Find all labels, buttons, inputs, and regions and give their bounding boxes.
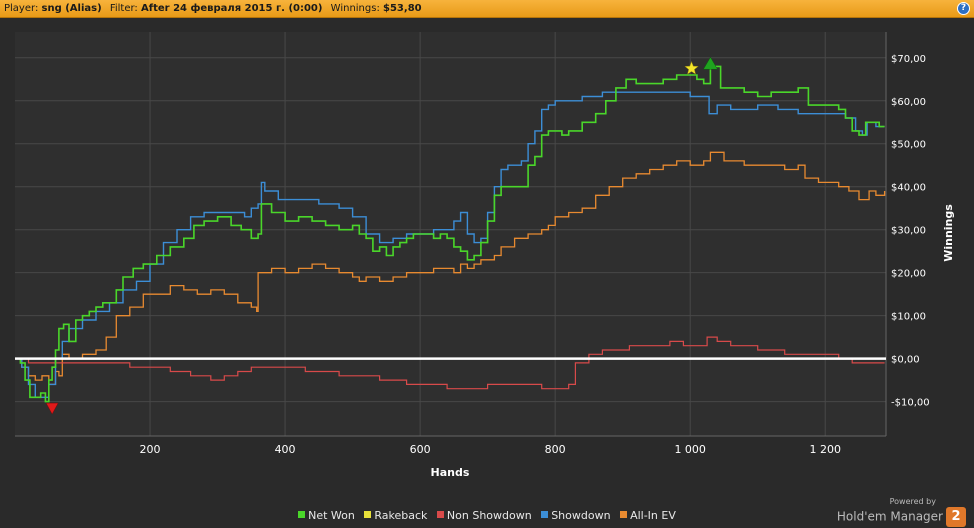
- x-tick-label: 1 200: [809, 443, 841, 456]
- x-tick-label: 400: [275, 443, 296, 456]
- x-tick-label: 200: [140, 443, 161, 456]
- series-line-net-won: [15, 65, 885, 403]
- series-line-non-showdown: [15, 336, 885, 390]
- player-value: sng (Alias): [41, 3, 102, 14]
- product-name: Hold'em Manager: [836, 509, 943, 524]
- help-icon[interactable]: ?: [957, 2, 970, 15]
- y-tick-label: $0,00: [891, 355, 920, 366]
- y-tick-label: $60,00: [891, 97, 926, 108]
- legend-label: Non Showdown: [446, 509, 532, 522]
- powered-by-text: Powered by: [889, 497, 936, 506]
- legend-item-all-in-ev[interactable]: All-In EV: [620, 509, 676, 522]
- y-tick-label: $70,00: [891, 54, 926, 65]
- y-tick-label: $50,00: [891, 140, 926, 151]
- winnings-value: $53,80: [383, 3, 422, 14]
- min-marker-triangle: [45, 402, 59, 415]
- x-tick-label: 600: [410, 443, 431, 456]
- version-badge: 2: [946, 506, 966, 527]
- legend-swatch: [620, 511, 628, 518]
- legend: Net Won Rakeback Non Showdown Showdown A…: [0, 509, 974, 522]
- series-lines: [15, 65, 886, 403]
- legend-label: Rakeback: [374, 509, 428, 522]
- series-line-all-in-ev: [15, 151, 886, 386]
- y-tick-label: -$10,00: [891, 398, 930, 409]
- legend-item-net-won[interactable]: Net Won: [298, 509, 355, 522]
- legend-swatch: [298, 511, 306, 518]
- y-axis-label: Winnings: [942, 204, 955, 262]
- legend-swatch: [541, 511, 549, 518]
- x-axis-label: Hands: [431, 466, 470, 479]
- legend-item-rakeback[interactable]: Rakeback: [364, 509, 427, 522]
- legend-item-non-showdown[interactable]: Non Showdown: [436, 509, 532, 522]
- y-axis-ticks: $70,00 $60,00 $50,00 $40,00 $30,00 $20,00 $10,…: [891, 54, 930, 409]
- y-tick-label: $10,00: [891, 312, 926, 323]
- legend-swatch: [364, 511, 372, 518]
- x-tick-label: 800: [545, 443, 566, 456]
- x-axis-ticks: 200 400 600 800 1 000 1 200: [140, 443, 841, 456]
- max-marker-triangle: [703, 56, 718, 70]
- header-bar: Player: sng (Alias) Filter: After 24 фев…: [0, 0, 974, 18]
- branding: Powered by Hold'em Manager 2: [837, 497, 966, 527]
- y-tick-label: $20,00: [891, 269, 926, 280]
- legend-label: Net Won: [308, 509, 355, 522]
- winnings-label: Winnings:: [330, 3, 380, 14]
- markers: [45, 56, 718, 415]
- filter-label: Filter:: [109, 3, 138, 14]
- y-tick-label: $40,00: [891, 183, 926, 194]
- series-line-showdown: [15, 91, 885, 398]
- legend-label: Showdown: [551, 509, 611, 522]
- legend-label: All-In EV: [630, 509, 676, 522]
- winnings-chart: 200 400 600 800 1 000 1 200 $70,00 $60,00 $50,0…: [15, 32, 955, 479]
- y-tick-label: $30,00: [891, 226, 926, 237]
- legend-item-showdown[interactable]: Showdown: [541, 509, 611, 522]
- filter-value: After 24 февраля 2015 г. (0:00): [141, 3, 323, 14]
- star-marker: [684, 60, 699, 75]
- legend-swatch: [436, 511, 444, 518]
- plot-area: [15, 32, 886, 436]
- x-tick-label: 1 000: [674, 443, 706, 456]
- player-label: Player:: [4, 3, 39, 14]
